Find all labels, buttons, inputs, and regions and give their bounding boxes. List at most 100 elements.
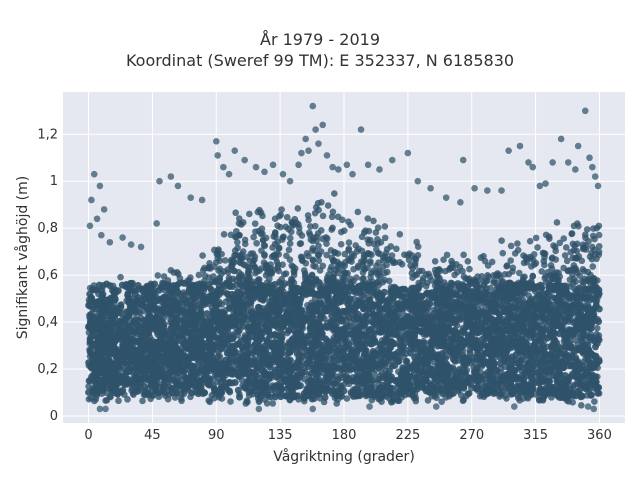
scatter-point xyxy=(404,252,411,259)
scatter-point xyxy=(507,257,514,264)
scatter-point xyxy=(368,396,376,404)
scatter-point xyxy=(381,269,388,277)
scatter-point xyxy=(324,276,332,284)
scatter-point xyxy=(329,224,336,232)
scatter-point xyxy=(155,393,163,401)
scatter-point xyxy=(253,239,260,247)
scatter-point xyxy=(227,398,234,405)
scatter-point xyxy=(274,264,282,272)
scatter-point xyxy=(319,212,327,220)
scatter-point xyxy=(271,215,279,222)
scatter-point xyxy=(348,258,355,265)
scatter-point xyxy=(595,242,603,250)
scatter-point xyxy=(272,254,280,262)
scatter-point xyxy=(577,402,585,409)
scatter-point xyxy=(271,229,279,237)
scatter-point xyxy=(544,268,552,276)
scatter-point xyxy=(331,190,338,197)
scatter-point xyxy=(154,272,162,279)
scatter-point xyxy=(575,222,582,230)
scatter-point xyxy=(139,397,146,405)
scatter-point xyxy=(256,206,263,214)
scatter-point xyxy=(563,257,571,265)
scatter-point xyxy=(511,250,519,257)
scatter-point xyxy=(503,262,511,269)
scatter-point xyxy=(438,398,445,405)
scatter-point xyxy=(530,250,538,258)
scatter-point xyxy=(569,240,577,248)
scatter-point xyxy=(338,216,346,224)
scatter-point xyxy=(552,256,560,263)
scatter-point xyxy=(381,276,388,284)
scatter-point xyxy=(556,239,564,247)
scatter-point xyxy=(285,246,293,254)
scatter-point xyxy=(258,225,266,233)
scatter-point xyxy=(295,224,303,232)
scatter-point xyxy=(274,222,281,229)
scatter-point xyxy=(323,235,331,242)
scatter-point xyxy=(528,277,535,285)
scatter-point xyxy=(232,209,239,217)
scatter-point xyxy=(434,266,442,274)
scatter-point xyxy=(412,255,420,263)
scatter-point xyxy=(484,262,492,269)
scatter-point xyxy=(575,253,583,260)
scatter-point xyxy=(498,237,505,244)
scatter-point xyxy=(365,240,373,247)
scatter-point xyxy=(583,226,591,233)
scatter-point xyxy=(329,208,337,216)
scatter-point xyxy=(258,247,265,254)
scatter-point xyxy=(315,242,322,250)
scatter-point xyxy=(220,230,228,238)
scatter-point xyxy=(205,397,213,404)
scatter-point xyxy=(313,233,320,241)
scatter-point xyxy=(529,256,537,264)
scatter-point xyxy=(396,230,404,238)
scatter-point xyxy=(309,247,316,254)
scatter-point xyxy=(443,251,451,259)
scatter-point xyxy=(117,273,124,281)
scatter-points xyxy=(85,102,603,413)
scatter-point xyxy=(412,271,419,279)
scatter-point xyxy=(233,227,240,235)
scatter-point xyxy=(456,263,464,271)
scatter-point xyxy=(588,243,596,251)
scatter-point xyxy=(426,273,434,281)
scatter-point xyxy=(532,234,540,242)
scatter-point xyxy=(593,224,601,232)
scatter-point xyxy=(570,246,578,254)
scatter-point xyxy=(354,208,362,216)
scatter-point xyxy=(535,396,543,404)
scatter-point xyxy=(381,234,389,242)
scatter-point xyxy=(593,324,601,332)
scatter-point xyxy=(557,294,565,302)
scatter-point xyxy=(290,267,298,275)
scatter-point xyxy=(379,263,387,271)
scatter-point xyxy=(561,252,569,259)
scatter-point xyxy=(352,242,360,249)
scatter-point xyxy=(241,240,249,248)
scatter-point xyxy=(224,266,232,273)
scatter-point xyxy=(314,199,322,207)
scatter-point xyxy=(409,265,416,272)
scatter-point xyxy=(337,240,345,248)
scatter-point xyxy=(353,248,361,255)
scatter-point xyxy=(330,273,337,281)
scatter-point xyxy=(339,261,346,269)
scatter-point xyxy=(92,395,100,403)
scatter-point xyxy=(240,261,247,268)
scatter-point xyxy=(459,397,467,405)
scatter-point xyxy=(206,263,213,271)
scatter-point xyxy=(195,271,203,279)
scatter-point xyxy=(260,241,268,249)
scatter-point xyxy=(553,219,561,226)
scatter-point xyxy=(366,259,374,267)
scatter-point xyxy=(275,245,283,252)
scatter-point xyxy=(376,250,383,258)
scatter-point xyxy=(311,222,319,230)
scatter-point xyxy=(303,249,311,257)
scatter-point xyxy=(431,258,439,265)
scatter-point xyxy=(341,277,349,284)
scatter-point xyxy=(588,276,595,283)
